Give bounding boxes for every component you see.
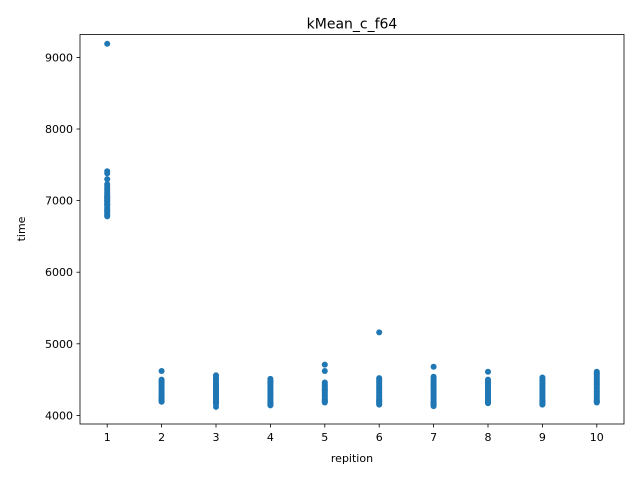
y-tick-label: 5000 bbox=[45, 338, 73, 351]
plot-frame bbox=[79, 34, 625, 425]
data-point bbox=[593, 399, 600, 406]
data-point bbox=[158, 368, 165, 375]
y-tick-label: 6000 bbox=[45, 266, 73, 279]
y-tick-label: 7000 bbox=[45, 195, 73, 208]
y-axis: 4000 5000 6000 7000 8000 9000 bbox=[45, 51, 80, 422]
data-point bbox=[158, 398, 165, 405]
data-point bbox=[485, 400, 491, 407]
x-tick-label: 2 bbox=[158, 431, 165, 444]
data-point bbox=[321, 368, 328, 375]
y-tick-label: 9000 bbox=[45, 51, 73, 64]
data-point bbox=[485, 368, 491, 375]
data-point bbox=[430, 403, 437, 410]
data-point bbox=[213, 403, 219, 410]
data-point bbox=[267, 379, 274, 386]
data-point bbox=[267, 390, 274, 397]
x-tick-label: 5 bbox=[321, 431, 328, 444]
x-tick-label: 6 bbox=[376, 431, 383, 444]
data-point bbox=[104, 213, 111, 220]
data-point bbox=[430, 363, 437, 370]
data-point bbox=[376, 329, 383, 336]
data-point bbox=[104, 176, 111, 183]
data-point bbox=[267, 402, 274, 409]
x-tick-label: 7 bbox=[430, 431, 437, 444]
x-axis: 1 2 3 4 5 6 7 8 9 10 bbox=[104, 424, 604, 444]
x-tick-label: 3 bbox=[213, 431, 220, 444]
data-point bbox=[321, 399, 328, 406]
data-point bbox=[376, 401, 383, 408]
x-tick-label: 4 bbox=[267, 431, 274, 444]
y-tick-label: 8000 bbox=[45, 123, 73, 136]
data-point bbox=[539, 401, 546, 408]
chart-title: kMean_c_f64 bbox=[307, 17, 398, 33]
x-tick-label: 10 bbox=[590, 431, 604, 444]
x-tick-label: 1 bbox=[104, 431, 111, 444]
x-tick-label: 8 bbox=[485, 431, 492, 444]
y-tick-label: 4000 bbox=[45, 409, 73, 422]
data-point bbox=[430, 383, 437, 390]
data-point bbox=[321, 361, 328, 368]
data-point bbox=[213, 375, 219, 382]
data-points bbox=[104, 40, 600, 410]
x-axis-label: repition bbox=[331, 452, 373, 465]
data-point bbox=[104, 40, 111, 47]
data-point bbox=[213, 383, 219, 390]
data-point bbox=[104, 194, 111, 201]
data-point bbox=[104, 170, 111, 177]
x-tick-label: 9 bbox=[539, 431, 546, 444]
data-point bbox=[321, 387, 328, 394]
data-point bbox=[104, 201, 111, 208]
y-axis-label: time bbox=[15, 216, 28, 241]
